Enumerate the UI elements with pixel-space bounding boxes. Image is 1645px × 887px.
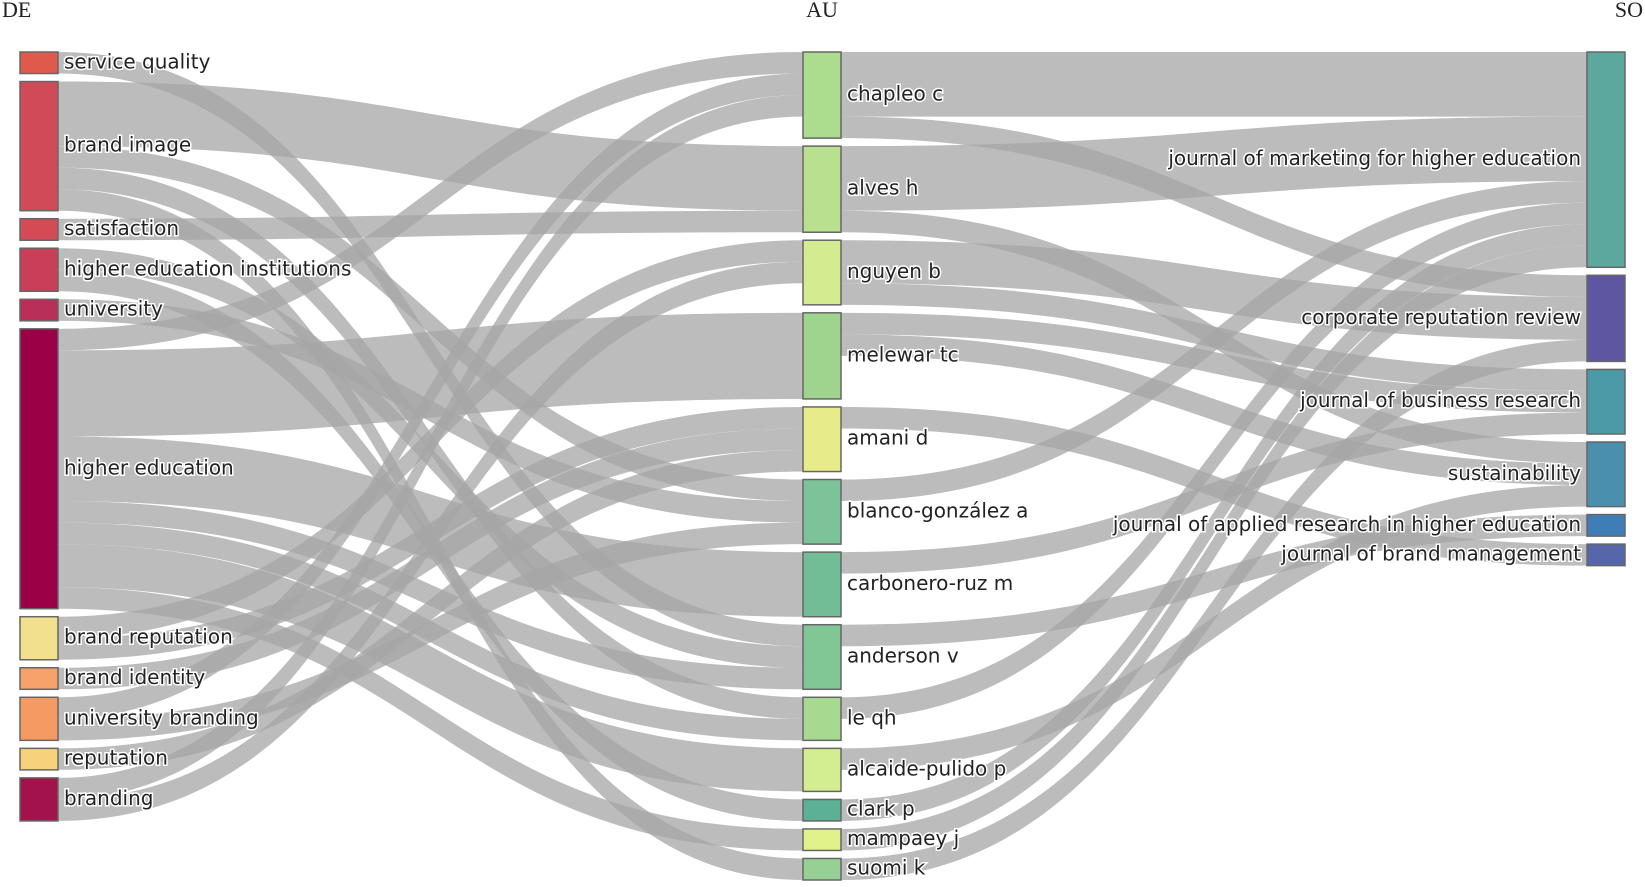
node	[19, 667, 59, 691]
node-label: satisfaction	[64, 216, 179, 240]
node-label: le qh	[847, 705, 897, 729]
link	[58, 210, 803, 241]
link	[841, 245, 1587, 851]
link	[841, 339, 1587, 881]
link	[58, 450, 803, 770]
link	[58, 248, 803, 668]
node-label: nguyen b	[847, 259, 941, 283]
link	[58, 73, 803, 719]
node-label: journal of business research	[1299, 388, 1581, 412]
node-label: sustainability	[1448, 461, 1581, 485]
node	[19, 328, 59, 610]
node	[802, 478, 842, 545]
node-label: service quality	[64, 49, 211, 73]
node-label: university	[64, 297, 163, 321]
node	[802, 406, 842, 473]
node	[19, 777, 59, 822]
node-label: clark p	[847, 797, 915, 821]
link	[58, 522, 803, 741]
node	[19, 217, 59, 241]
node-label: university branding	[64, 705, 259, 729]
node	[802, 857, 842, 881]
node-label: carbonero-ruz m	[847, 571, 1013, 595]
node	[19, 615, 59, 661]
link	[58, 146, 803, 502]
node	[19, 696, 59, 742]
link	[841, 202, 1587, 719]
column-header: AU	[806, 0, 838, 22]
link	[841, 116, 1587, 211]
link	[841, 485, 1587, 770]
node-label: suomi k	[847, 856, 926, 880]
node-label: amani d	[847, 426, 928, 450]
node	[1586, 368, 1626, 435]
node-label: anderson v	[847, 644, 959, 668]
node-label: corporate reputation review	[1301, 305, 1581, 329]
link	[58, 544, 803, 792]
link	[841, 312, 1587, 413]
node	[1586, 441, 1626, 508]
node-label: chapleo c	[847, 82, 943, 106]
link	[58, 52, 803, 351]
node	[802, 696, 842, 742]
node	[19, 747, 59, 771]
node	[802, 51, 842, 139]
link	[58, 587, 803, 851]
node	[802, 239, 842, 306]
link	[841, 514, 1587, 647]
link	[841, 334, 1587, 486]
node	[802, 551, 842, 618]
column-header: DE	[2, 0, 31, 22]
node-label: higher education	[64, 455, 234, 479]
node	[1586, 51, 1626, 269]
node-label: higher education institutions	[64, 256, 351, 280]
node	[19, 298, 59, 322]
link	[58, 428, 803, 690]
node-label: journal of brand management	[1280, 541, 1581, 565]
link	[58, 312, 803, 437]
node-label: reputation	[64, 746, 168, 770]
node-label: branding	[64, 786, 153, 810]
link	[58, 95, 803, 800]
node	[1586, 543, 1626, 567]
node	[1586, 513, 1626, 537]
node	[19, 51, 59, 75]
link	[841, 52, 1587, 117]
link	[841, 224, 1587, 821]
node	[19, 247, 59, 293]
node	[19, 80, 59, 212]
node-label: brand reputation	[64, 625, 233, 649]
node-label: journal of marketing for higher educatio…	[1167, 146, 1581, 170]
node	[802, 623, 842, 691]
link	[841, 116, 1587, 297]
node	[1586, 274, 1626, 363]
node	[802, 828, 842, 852]
node-label: brand image	[64, 133, 191, 157]
node-label: melewar tc	[847, 342, 959, 366]
node	[802, 312, 842, 400]
column-header: SO	[1615, 0, 1643, 22]
node	[802, 747, 842, 793]
node-label: journal of applied research in higher ed…	[1112, 512, 1581, 536]
link	[841, 412, 1587, 574]
links	[58, 52, 1587, 881]
node-label: alves h	[847, 176, 918, 200]
node	[802, 798, 842, 822]
node-label: brand identity	[64, 665, 205, 689]
link	[58, 501, 803, 690]
link	[58, 261, 803, 821]
node	[802, 145, 842, 233]
link	[841, 181, 1587, 502]
nodes: service quality brand image satisfaction hi…	[19, 48, 1626, 881]
node-label: blanco-gonzález a	[847, 498, 1028, 522]
node-label: alcaide-pulido p	[847, 756, 1006, 780]
node-label: mampaey j	[847, 826, 959, 850]
